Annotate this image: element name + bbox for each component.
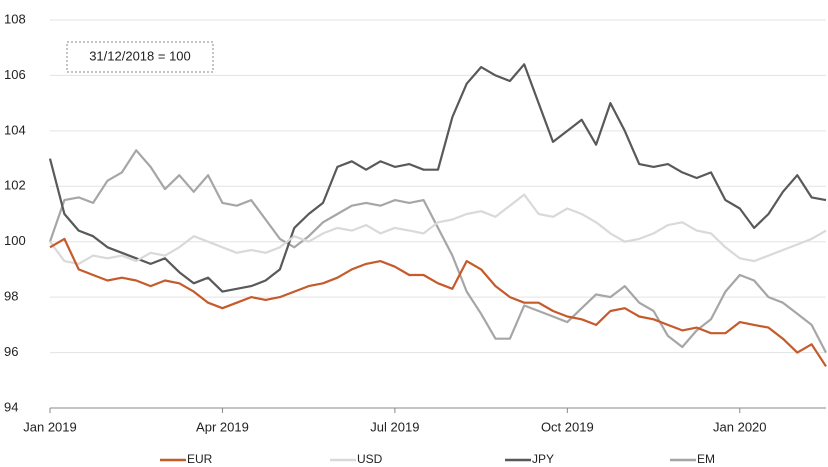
legend-label: EUR: [187, 452, 213, 466]
x-tick-label: Jan 2020: [713, 419, 767, 434]
grid: [50, 19, 826, 409]
y-tick-label: 96: [4, 344, 18, 359]
legend-label: JPY: [532, 452, 554, 466]
x-tick-label: Oct 2019: [541, 419, 594, 434]
x-tick-label: Jul 2019: [370, 419, 419, 434]
y-tick-label: 108: [4, 11, 26, 26]
y-tick-label: 98: [4, 289, 18, 304]
y-tick-label: 100: [4, 233, 26, 248]
x-tick-label: Jan 2019: [23, 419, 77, 434]
legend-label: EM: [697, 452, 715, 466]
series-line: [48, 149, 827, 354]
annotation: 31/12/2018 = 100: [89, 48, 191, 63]
y-tick-label: 102: [4, 178, 26, 193]
legend-label: USD: [357, 452, 383, 466]
x-tick-label: Apr 2019: [196, 419, 249, 434]
series-line: [49, 237, 827, 368]
y-tick-label: 106: [4, 67, 26, 82]
y-tick-label: 94: [4, 399, 18, 414]
y-tick-label: 104: [4, 122, 26, 137]
legend: EUR USD JPY EM: [160, 452, 715, 466]
series-line: [48, 63, 827, 293]
annotation-box: [66, 41, 214, 73]
series-line: [49, 193, 827, 265]
